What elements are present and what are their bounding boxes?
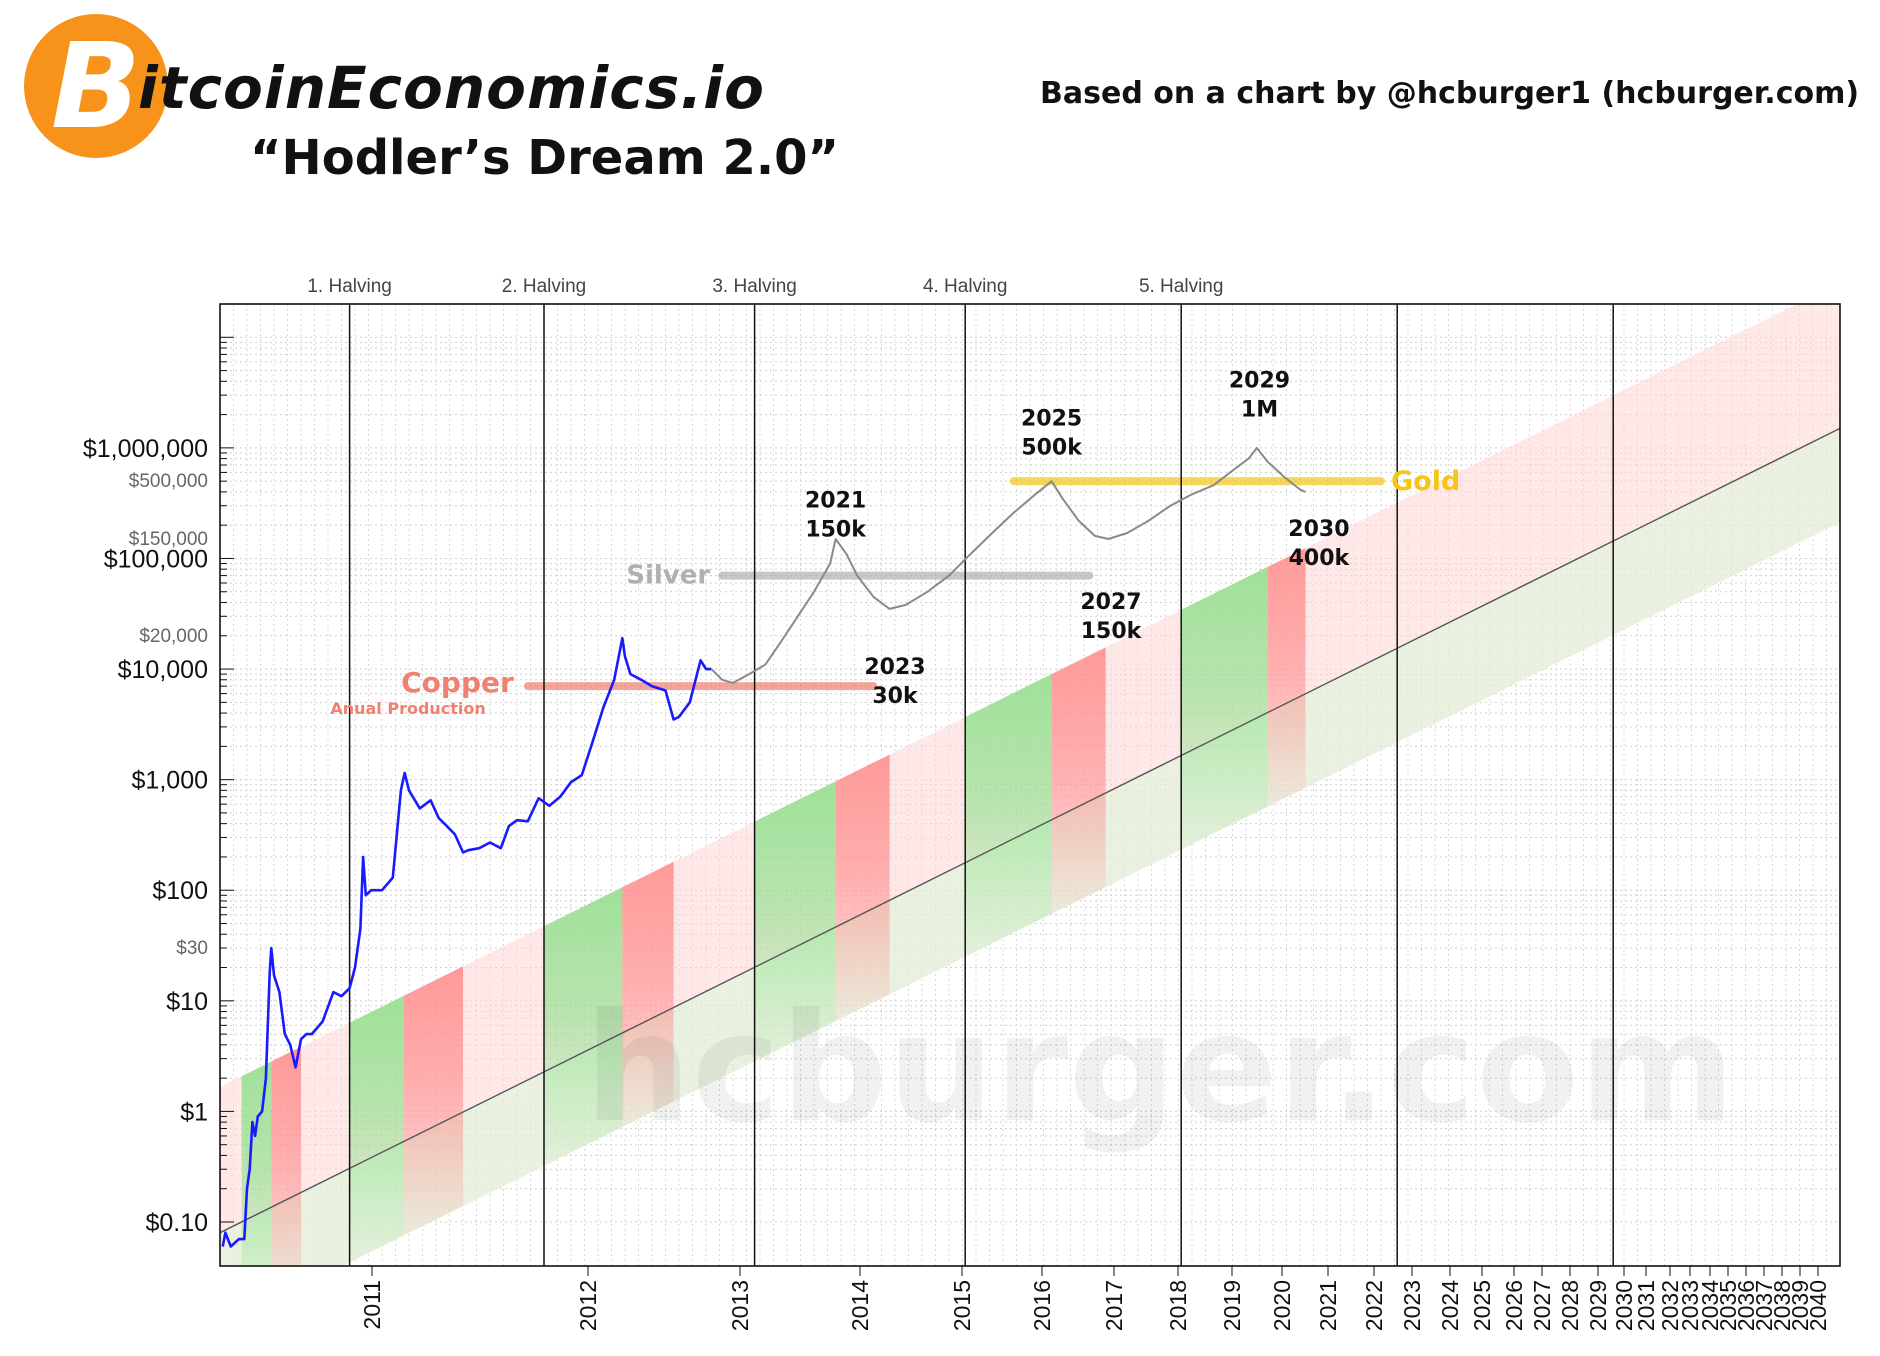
x-tick-label: 2036 [1733,1280,1759,1331]
x-tick-label: 2029 [1585,1280,1611,1331]
x-tick-label: 2018 [1165,1280,1191,1331]
x-tick-label: 2031 [1633,1280,1659,1331]
gold-label: Gold [1391,466,1460,497]
x-tick-label: 2035 [1715,1280,1741,1331]
x-tick-label: 2023 [1399,1280,1425,1331]
brand-title: itcoinEconomics.io [138,54,765,122]
x-tick-label: 2039 [1787,1280,1813,1331]
y-tick-label: $100,000 [104,545,208,573]
y-tick-label: $0.10 [145,1209,208,1237]
x-tick-label: 2027 [1529,1280,1555,1331]
annotation-year: 2025 [1021,406,1082,431]
halving-label: 2. Halving [502,276,587,297]
annotation-year: 2027 [1080,590,1141,615]
halving-label: 3. Halving [712,276,797,297]
accumulation-band [544,887,623,1166]
halving-label: 5. Halving [1139,276,1224,297]
x-tick-label: 2038 [1769,1280,1795,1331]
y-tick-label: $1 [180,1098,208,1126]
price-series-line [221,636,712,1248]
x-tick-label: 2020 [1269,1280,1295,1331]
distribution-band [835,754,890,1022]
y-tick-label: $150,000 [129,529,208,550]
annotation-value: 150k [805,517,867,542]
watermark: hcburger.com [585,982,1736,1156]
x-tick-label: 2032 [1657,1280,1683,1331]
x-tick-label: 2033 [1677,1280,1703,1331]
chart-credit: Based on a chart by @hcburger1 (hcburger… [1040,76,1860,111]
distribution-band [271,1046,301,1266]
x-tick-label: 2026 [1501,1280,1527,1331]
y-tick-label: $500,000 [129,471,208,492]
x-tick-label: 2015 [949,1280,975,1331]
accumulation-band [241,1061,272,1266]
bitcoin-logo [24,14,168,158]
trend-line [220,427,1840,1234]
y-tick-label: $20,000 [139,626,208,647]
annotation-year: 2029 [1229,369,1290,394]
x-tick-label: 2011 [359,1280,385,1329]
annotation-value: 30k [872,684,919,709]
x-tick-label: 2037 [1751,1280,1777,1331]
x-tick-label: 2030 [1611,1280,1637,1331]
distribution-band [622,861,674,1127]
x-tick-label: 2025 [1469,1280,1495,1331]
x-tick-label: 2017 [1101,1280,1127,1331]
y-tick-label: $30 [176,938,208,959]
x-tick-label: 2014 [847,1280,873,1331]
silver-label: Silver [626,561,710,591]
copper-sublabel: Anual Production [330,699,485,718]
y-tick-label: $10 [166,988,208,1016]
x-tick-label: 2016 [1029,1280,1055,1331]
annotation-value: 1M [1241,398,1278,423]
x-tick-label: 2024 [1437,1280,1463,1331]
accumulation-band [1181,566,1268,850]
x-tick-label: 2013 [727,1280,753,1331]
halving-label: 1. Halving [307,276,392,297]
y-axis: $0.10 $1 $10 $30 $100 $1,000 $10,000 $20,000 $10… [83,303,234,1237]
annotation-year: 2021 [805,488,866,513]
annotation-year: 2023 [864,655,925,680]
annotation-value: 150k [1081,619,1143,644]
x-tick-label: 2034 [1697,1280,1723,1331]
annotation-value: 500k [1021,435,1083,460]
x-tick-label: 2019 [1219,1280,1245,1331]
accumulation-band [965,674,1052,957]
accumulation-band [349,995,404,1263]
x-tick-label: 2040 [1805,1280,1831,1331]
plot-frame [219,303,1841,1267]
y-tick-label: $1,000,000 [83,435,208,463]
y-tick-label: $100 [152,877,208,905]
x-axis: 2011 2012 2013 2014 2015 2016 2017 2018 2019 2020… [359,1266,1831,1331]
annotation-year: 2030 [1288,517,1349,542]
distribution-band [1051,647,1106,914]
bitcoin-logo-letter: B [51,17,141,155]
x-tick-label: 2022 [1361,1280,1387,1331]
copper-label: Copper [401,666,514,699]
annotation-value: 400k [1289,546,1351,571]
distribution-band [1267,548,1306,807]
x-tick-label: 2012 [575,1280,601,1331]
distribution-band [403,966,463,1236]
halving-label: 4. Halving [923,276,1008,297]
accumulation-band [754,781,836,1062]
y-tick-label: $1,000 [132,767,208,795]
trend-band-group [220,304,1840,1266]
x-tick-label: 2021 [1315,1280,1341,1331]
y-tick-label: $10,000 [118,656,208,684]
projection-series-line [710,446,1306,684]
x-tick-label: 2028 [1557,1280,1583,1331]
chart-subtitle: “Hodler’s Dream 2.0” [250,130,840,186]
